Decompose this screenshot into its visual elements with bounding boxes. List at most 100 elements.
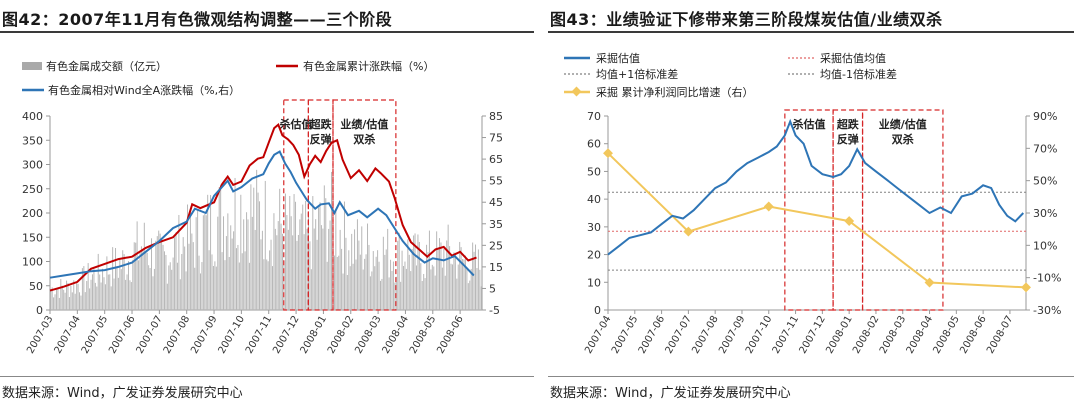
volume-bar xyxy=(447,224,449,310)
volume-bar xyxy=(343,201,345,310)
volume-bar xyxy=(53,297,55,310)
volume-bar xyxy=(433,266,435,310)
volume-bar xyxy=(130,282,132,310)
volume-bar xyxy=(305,200,307,310)
volume-bar xyxy=(110,286,112,310)
volume-bar xyxy=(274,228,276,310)
volume-bar xyxy=(326,261,328,310)
volume-bar xyxy=(266,259,268,310)
volume-bar xyxy=(119,259,121,310)
phase-label: 业绩/估值 xyxy=(879,117,927,131)
volume-bar xyxy=(54,294,56,310)
volume-bar xyxy=(331,171,333,310)
volume-bar xyxy=(107,274,109,310)
volume-bar xyxy=(57,288,59,310)
right-y-tick-label: 90% xyxy=(1033,110,1057,123)
volume-bar xyxy=(392,261,394,310)
legend-label-cumulative: 有色金属累计涨跌幅（%） xyxy=(303,59,434,73)
volume-bar xyxy=(208,250,210,310)
volume-bar xyxy=(238,262,240,310)
volume-bar xyxy=(106,256,108,310)
right-y-tick-label: -10% xyxy=(1033,272,1061,285)
x-tick-label: 2007-09 xyxy=(189,314,219,356)
left-y-tick-label: 200 xyxy=(22,207,43,220)
volume-bar xyxy=(473,251,475,310)
volume-bar xyxy=(224,260,226,310)
volume-bar xyxy=(163,251,165,310)
volume-bar xyxy=(284,193,286,310)
volume-bar xyxy=(323,185,325,310)
volume-bar xyxy=(195,217,197,310)
volume-bar xyxy=(133,242,135,310)
volume-bar xyxy=(377,250,379,310)
volume-bar xyxy=(472,242,474,310)
volume-bar xyxy=(286,215,288,310)
growth-point xyxy=(683,226,694,237)
phase-box xyxy=(332,99,397,311)
x-tick-label: 2008-06 xyxy=(435,314,465,356)
volume-bar xyxy=(122,250,124,310)
volume-bar xyxy=(207,194,209,310)
volume-bar xyxy=(414,233,416,310)
left-y-tick-label: 70 xyxy=(587,110,601,123)
volume-bar xyxy=(446,240,448,310)
growth-line xyxy=(607,152,1027,289)
volume-bar xyxy=(169,262,171,310)
volume-bar xyxy=(261,230,263,310)
left-source-divider xyxy=(0,376,534,377)
volume-bar xyxy=(240,194,242,310)
volume-bar xyxy=(475,244,477,310)
x-tick-label: 2007-09 xyxy=(717,314,747,356)
volume-bar xyxy=(257,192,259,310)
right-figure-source: 数据来源：Wind，广发证券发展研究中心 xyxy=(550,386,791,401)
volume-bar xyxy=(368,244,370,310)
volume-bar xyxy=(354,229,356,310)
right-y-tick-label: 45 xyxy=(489,196,503,209)
volume-bar xyxy=(382,236,384,310)
volume-bar xyxy=(246,212,248,310)
x-tick-label: 2008-04 xyxy=(381,314,411,356)
volume-bar xyxy=(374,266,376,310)
volume-bar xyxy=(194,267,196,310)
volume-bar xyxy=(143,222,145,310)
volume-bar xyxy=(325,198,327,310)
left-y-tick-label: 300 xyxy=(22,159,43,172)
volume-bar xyxy=(437,248,439,310)
left-figure-source: 数据来源：Wind，广发证券发展研究中心 xyxy=(2,386,243,401)
volume-bar xyxy=(328,228,330,310)
volume-bar xyxy=(335,209,337,310)
volume-bar xyxy=(421,281,423,310)
x-tick-label: 2007-11 xyxy=(244,314,274,356)
phase-label: 业绩/估值 xyxy=(340,117,388,131)
volume-bar xyxy=(362,269,364,310)
volume-bar xyxy=(358,240,360,310)
volume-bar xyxy=(270,239,272,310)
volume-bar xyxy=(459,241,461,310)
right-y-tick-label: 85 xyxy=(489,110,503,123)
volume-bar xyxy=(398,232,400,310)
volume-bar xyxy=(155,240,157,310)
left-y-tick-label: 30 xyxy=(587,221,601,234)
volume-bar xyxy=(467,283,469,310)
volume-bar xyxy=(90,279,92,310)
volume-bar xyxy=(320,225,322,310)
volume-bar xyxy=(394,282,396,310)
volume-bar xyxy=(369,276,371,310)
volume-bar xyxy=(367,223,369,310)
x-tick-label: 2008-05 xyxy=(932,314,962,356)
x-tick-label: 2007-07 xyxy=(135,314,165,356)
right-figure-panel: 图43：业绩验证下修带来第三阶段煤炭估值/业绩双杀 采掘估值 采掘估值均值 均值+1… xyxy=(548,0,1080,409)
volume-bar xyxy=(58,297,60,310)
left-chart: 有色金属成交额（亿元） 有色金属累计涨跌幅（%） 有色金属相对Wind全A涨跌幅（%… xyxy=(22,59,503,356)
volume-bar xyxy=(64,292,66,310)
right-y-tick-label: 5 xyxy=(489,282,496,295)
volume-bar xyxy=(413,235,415,310)
left-y-tick-label: 350 xyxy=(22,134,43,147)
x-tick-label: 2007-10 xyxy=(744,314,774,356)
volume-bar xyxy=(210,195,212,310)
x-tick-label: 2008-01 xyxy=(299,314,329,356)
volume-bar xyxy=(400,281,402,310)
volume-bar xyxy=(126,274,128,310)
phase-label: 反弹 xyxy=(837,132,859,146)
